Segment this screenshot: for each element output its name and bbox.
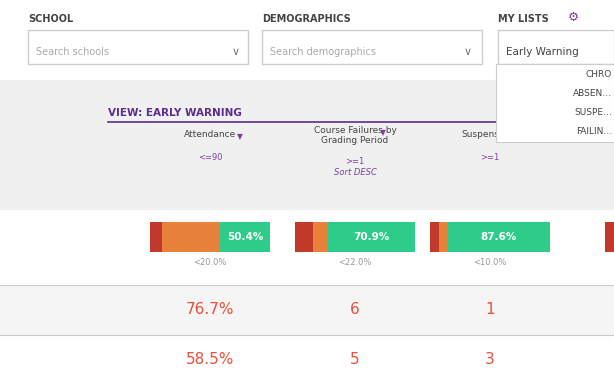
- Text: CHRO: CHRO: [586, 70, 612, 79]
- Text: SUSPE…: SUSPE…: [574, 108, 612, 117]
- Text: FAILIN…: FAILIN…: [576, 127, 612, 136]
- Text: Offi: Offi: [582, 130, 598, 139]
- Text: 58.5%: 58.5%: [186, 353, 234, 368]
- Bar: [0, 0, 614, 80]
- Bar: [162, 222, 220, 252]
- Bar: [220, 222, 270, 252]
- Text: 87.6%: 87.6%: [481, 232, 517, 242]
- Bar: [496, 64, 614, 142]
- Bar: [0, 80, 614, 210]
- Text: <10.0%: <10.0%: [473, 258, 507, 267]
- Bar: [262, 30, 482, 64]
- Text: Course Failures by
Grading Period: Course Failures by Grading Period: [314, 126, 397, 146]
- Bar: [0, 210, 614, 285]
- Text: >=1: >=1: [480, 153, 500, 162]
- Text: 5: 5: [350, 353, 360, 368]
- Text: 50.4%: 50.4%: [227, 232, 263, 242]
- Text: ABSEN…: ABSEN…: [573, 89, 612, 98]
- Text: SCHOOL: SCHOOL: [28, 14, 73, 24]
- Text: MY LISTS: MY LISTS: [498, 14, 549, 24]
- Text: VIEW: EARLY WARNING: VIEW: EARLY WARNING: [108, 108, 242, 118]
- Text: 6: 6: [350, 303, 360, 318]
- Text: ⚙: ⚙: [567, 11, 578, 24]
- Bar: [0, 335, 614, 385]
- Text: <22.0%: <22.0%: [338, 258, 371, 267]
- Text: ▼: ▼: [380, 128, 386, 137]
- Bar: [498, 30, 614, 64]
- Text: ▼: ▼: [517, 132, 523, 141]
- Bar: [430, 222, 439, 252]
- Bar: [28, 30, 248, 64]
- Text: 70.9%: 70.9%: [353, 232, 389, 242]
- Text: <=90: <=90: [198, 153, 222, 162]
- Text: Search demographics: Search demographics: [270, 47, 376, 57]
- Bar: [0, 285, 614, 335]
- Text: DEMOGRAPHICS: DEMOGRAPHICS: [262, 14, 351, 24]
- Bar: [439, 222, 448, 252]
- Text: ∨: ∨: [232, 47, 240, 57]
- Text: <20.0%: <20.0%: [193, 258, 227, 267]
- Text: >=1: >=1: [345, 157, 365, 166]
- Text: Attendance: Attendance: [184, 130, 236, 139]
- Text: 76.7%: 76.7%: [186, 303, 235, 318]
- Bar: [605, 222, 614, 252]
- Bar: [448, 222, 550, 252]
- Text: Sort DESC: Sort DESC: [333, 168, 376, 177]
- Text: Suspensions: Suspensions: [462, 130, 518, 139]
- Bar: [328, 222, 415, 252]
- Bar: [150, 222, 162, 252]
- Text: 1: 1: [485, 303, 495, 318]
- Text: ∨: ∨: [464, 47, 472, 57]
- Text: Search schools: Search schools: [36, 47, 109, 57]
- Bar: [313, 222, 328, 252]
- Text: 3: 3: [485, 353, 495, 368]
- Text: Early Warning: Early Warning: [506, 47, 579, 57]
- Text: ▼: ▼: [237, 132, 243, 141]
- Bar: [295, 222, 313, 252]
